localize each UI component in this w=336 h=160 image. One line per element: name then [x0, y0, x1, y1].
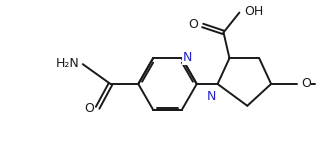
Text: O: O — [188, 18, 198, 31]
Text: O: O — [301, 77, 311, 90]
Text: N: N — [207, 90, 217, 103]
Text: N: N — [183, 51, 192, 64]
Text: OH: OH — [244, 5, 263, 18]
Text: O: O — [84, 102, 94, 115]
Text: H₂N: H₂N — [56, 57, 80, 70]
